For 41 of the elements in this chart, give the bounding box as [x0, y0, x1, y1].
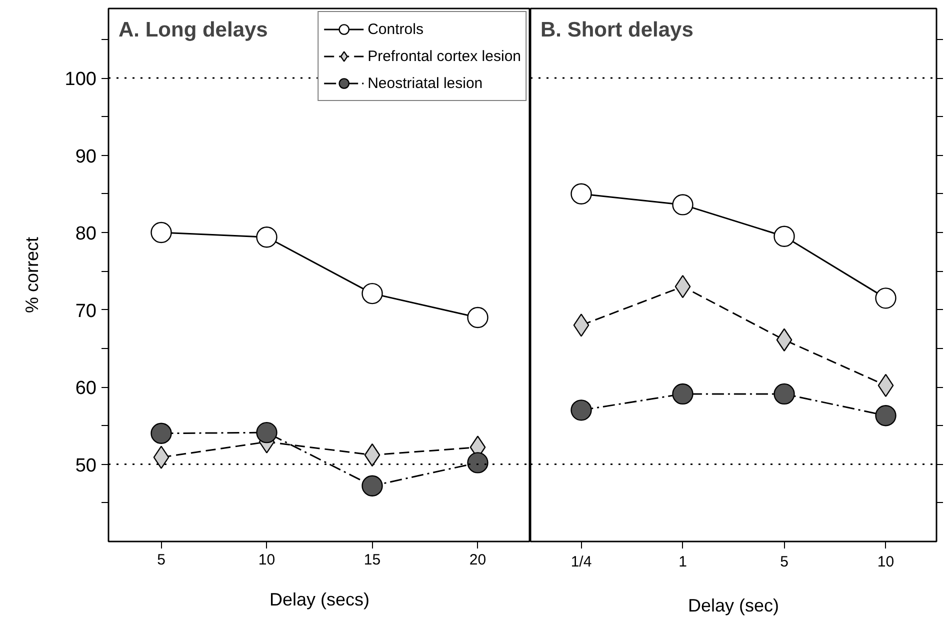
- point: [672, 194, 694, 216]
- x-tick-label: 1: [678, 554, 687, 570]
- x-tick-label: 20: [469, 552, 486, 568]
- x-tick-label: 5: [780, 554, 788, 570]
- point: [256, 226, 278, 248]
- point: [150, 422, 172, 444]
- point: [570, 400, 592, 421]
- point: [362, 475, 383, 496]
- point: [875, 405, 896, 426]
- x-tick-label: 5: [157, 552, 166, 568]
- x-tick-label: 10: [258, 552, 276, 568]
- x-tick-label: 1/4: [570, 554, 592, 570]
- point: [774, 383, 795, 405]
- y-tick-label: 100: [64, 69, 96, 90]
- point: [467, 306, 488, 328]
- x-tick-label: 10: [877, 554, 894, 570]
- y-tick-label: 80: [75, 224, 97, 245]
- y-tick-label: 60: [75, 378, 97, 400]
- legend-label: Controls: [368, 20, 424, 38]
- text: B. Short delays: [540, 18, 694, 42]
- point: [150, 222, 172, 244]
- point: [256, 422, 278, 444]
- y-tick-label: 90: [75, 146, 97, 168]
- legend-label: Neostriatal lesion: [368, 74, 483, 92]
- legend-label: Prefrontal cortex lesion: [368, 48, 521, 64]
- point: [875, 288, 896, 309]
- point: [467, 452, 488, 474]
- x-tick-label: 15: [364, 552, 381, 568]
- text: A. Long delays: [118, 18, 268, 42]
- point: [573, 314, 590, 337]
- point: [776, 328, 792, 352]
- y-tick-label: 50: [75, 455, 97, 476]
- point: [672, 383, 694, 405]
- point: [153, 446, 170, 469]
- x-axis-title: Delay (sec): [688, 596, 780, 616]
- y-axis-title: % correct: [22, 236, 42, 314]
- point: [570, 183, 592, 204]
- y-tick-label: 70: [75, 300, 97, 322]
- x-axis-title: Delay (secs): [269, 590, 370, 610]
- point: [362, 282, 383, 304]
- point: [774, 226, 795, 247]
